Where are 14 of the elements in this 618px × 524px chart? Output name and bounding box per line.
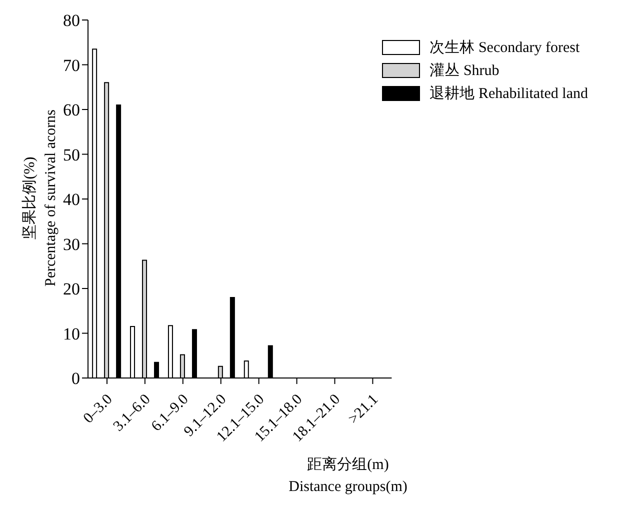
y-tick-label: 20 (63, 280, 80, 299)
legend-label: 次生林 Secondary forest (430, 38, 580, 57)
y-tick-label: 10 (63, 324, 80, 344)
y-tick-label: 30 (63, 234, 80, 254)
legend-label: 退耕地 Rehabilitated land (430, 84, 588, 103)
legend-label: 灌丛 Shrub (430, 62, 500, 80)
y-tick-label: 0 (72, 369, 80, 388)
y-tick-label: 60 (63, 100, 80, 120)
y-tick-label: 50 (63, 145, 80, 164)
y-tick-label: 80 (63, 11, 80, 30)
x-axis-title: 距离分组(m) Distance groups(m) (288, 455, 408, 497)
y-tick-label: 70 (63, 56, 80, 75)
y-axis-title: 坚果比例(%) Percentage of survival acorns (20, 109, 60, 287)
y-tick-label: 40 (63, 190, 80, 210)
